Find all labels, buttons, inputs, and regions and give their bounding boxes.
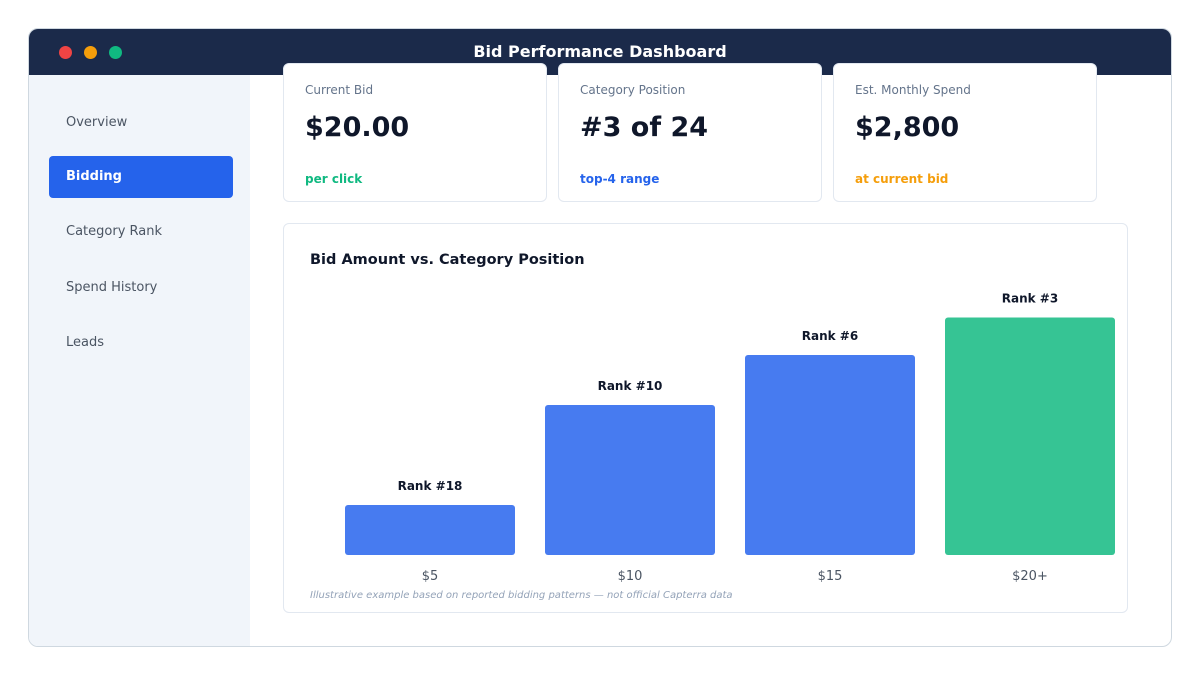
sidebar-item-spend-history[interactable]: Spend History: [66, 280, 158, 295]
x-tick-label: $5: [422, 569, 439, 584]
window-title: Bid Performance Dashboard: [473, 42, 727, 61]
chart-bar: [545, 405, 715, 555]
chart-footnote: Illustrative example based on reported b…: [310, 590, 733, 601]
sidebar-item-leads[interactable]: Leads: [66, 335, 105, 350]
chart-bar: [745, 355, 915, 555]
card-value: $20.00: [305, 112, 410, 143]
card-subtext: top-4 range: [580, 172, 660, 186]
chart-bar: [945, 317, 1115, 555]
bar-data-label: Rank #18: [398, 479, 463, 493]
category-position-card: Category Position #3 of 24 top-4 range: [558, 63, 822, 202]
monthly-spend-card: Est. Monthly Spend $2,800 at current bid: [833, 63, 1097, 202]
app-window: Bid Performance Dashboard Overview Biddi…: [28, 28, 1172, 647]
maximize-window-button[interactable]: [109, 46, 122, 59]
x-tick-label: $20+: [1012, 569, 1048, 584]
bar-data-label: Rank #6: [802, 329, 858, 343]
sidebar-item-category-rank[interactable]: Category Rank: [66, 224, 162, 239]
x-tick-label: $10: [618, 569, 643, 584]
close-window-button[interactable]: [59, 46, 72, 59]
bar-data-label: Rank #10: [598, 379, 663, 393]
sidebar-item-overview[interactable]: Overview: [66, 115, 128, 130]
card-label: Current Bid: [305, 83, 374, 97]
card-label: Est. Monthly Spend: [855, 83, 971, 97]
bid-chart-panel: Bid Amount vs. Category Position Rank #1…: [283, 223, 1128, 613]
minimize-window-button[interactable]: [84, 46, 97, 59]
card-label: Category Position: [580, 83, 686, 97]
sidebar-item-bidding[interactable]: Bidding: [49, 156, 233, 198]
card-value: #3 of 24: [580, 112, 709, 143]
card-subtext: at current bid: [855, 172, 949, 186]
bar-chart: Rank #18 $5 Rank #10 $10 Rank #6 $15 Rank #3 $2…: [345, 292, 1115, 584]
x-tick-label: $15: [818, 569, 843, 584]
sidebar: Overview Bidding Category Rank Spend His…: [29, 75, 250, 646]
chart-bar: [345, 505, 515, 555]
bar-data-label: Rank #3: [1002, 292, 1058, 306]
card-value: $2,800: [855, 112, 960, 143]
chart-title: Bid Amount vs. Category Position: [310, 252, 585, 268]
current-bid-card: Current Bid $20.00 per click: [283, 63, 547, 202]
card-subtext: per click: [305, 172, 363, 186]
